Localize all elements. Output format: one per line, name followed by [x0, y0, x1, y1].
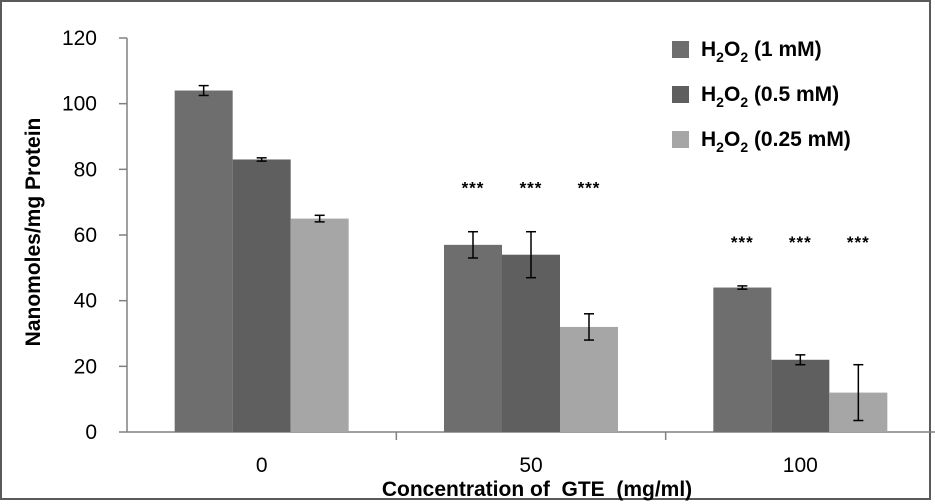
bar	[560, 326, 618, 432]
bar	[290, 218, 349, 432]
legend-label: H2O2 (0.25 mM)	[701, 128, 851, 155]
significance-markers: *** *** *** *** *** ***	[462, 179, 870, 252]
legend-label: H2O2 (1 mM)	[701, 38, 822, 65]
bar	[502, 254, 560, 432]
y-tick-label: 60	[74, 224, 97, 247]
significance-marker: ***	[789, 233, 812, 252]
significance-marker: ***	[462, 179, 485, 198]
legend-swatch	[672, 131, 689, 148]
bar	[771, 359, 830, 432]
legend-swatch	[672, 41, 689, 58]
significance-marker: ***	[578, 179, 601, 198]
legend-swatch	[672, 86, 689, 103]
x-axis-ticks: 0 50 100	[256, 432, 818, 477]
y-tick-label: 40	[74, 290, 97, 313]
legend-label: H2O2 (0.5 mM)	[701, 83, 839, 110]
error-bars	[198, 84, 864, 422]
significance-marker: ***	[520, 179, 543, 198]
x-axis-title: Concentration of GTE (mg/ml)	[382, 478, 692, 501]
bar	[232, 159, 291, 432]
y-tick-label: 120	[62, 27, 97, 50]
significance-marker: ***	[847, 233, 870, 252]
legend: H2O2 (1 mM) H2O2 (0.5 mM) H2O2 (0.25 mM)	[672, 38, 851, 155]
x-tick-label: 50	[519, 454, 542, 477]
y-tick-label: 80	[74, 158, 97, 181]
y-axis-title: Nanomoles/mg Protein	[22, 118, 45, 347]
y-axis-ticks: 0 20 40 60 80 100 120	[62, 27, 127, 444]
bar	[444, 244, 502, 432]
x-tick-label: 100	[783, 454, 818, 477]
y-tick-label: 20	[74, 355, 97, 378]
bar	[174, 90, 233, 433]
y-tick-label: 0	[85, 421, 97, 444]
significance-marker: ***	[731, 233, 754, 252]
y-tick-label: 100	[62, 93, 97, 116]
bars	[174, 90, 888, 433]
x-tick-label: 0	[256, 454, 268, 477]
bar	[713, 287, 772, 432]
